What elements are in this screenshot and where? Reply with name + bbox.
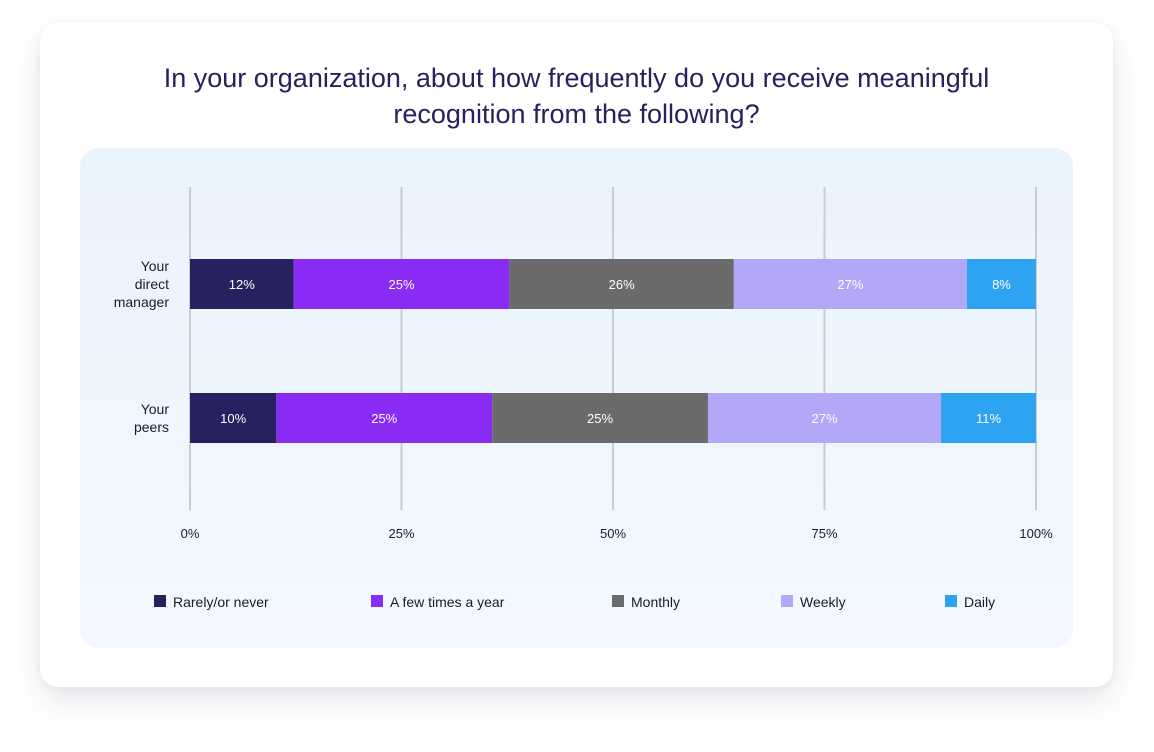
chart-title-line-2: recognition from the following? bbox=[393, 99, 760, 129]
chart-panel bbox=[80, 148, 1073, 648]
chart-title-line-1: In your organization, about how frequent… bbox=[163, 63, 990, 93]
chart-card: In your organization, about how frequent… bbox=[40, 22, 1113, 687]
chart-title: In your organization, about how frequent… bbox=[40, 60, 1113, 132]
